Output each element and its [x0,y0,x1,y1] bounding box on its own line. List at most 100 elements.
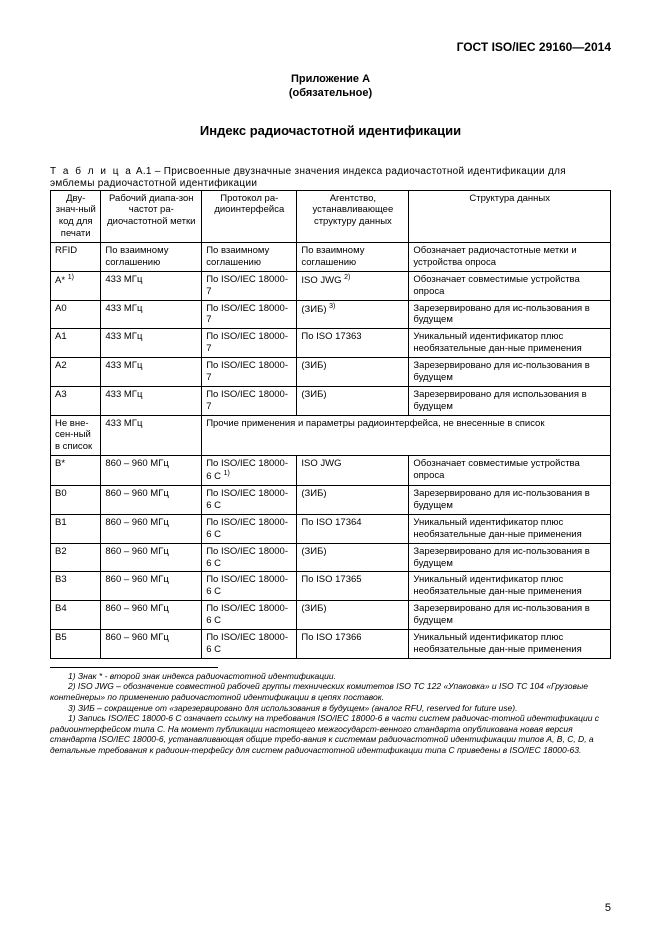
cell-protocol: По взаимному соглашению [202,243,297,272]
table-row: A3433 МГцПо ISO/IEC 18000-7(ЗИБ)Зарезерв… [51,386,611,415]
cell-freq: 860 – 960 МГц [101,601,202,630]
table-row: RFIDПо взаимному соглашениюПо взаимному … [51,243,611,272]
table-row: B3860 – 960 МГцПо ISO/IEC 18000-6 CПо IS… [51,572,611,601]
table-caption-prefix: Т а б л и ц а [50,166,133,177]
table-row: B4860 – 960 МГцПо ISO/IEC 18000-6 C(ЗИБ)… [51,601,611,630]
cell-structure: Зарезервировано для ис-пользования в буд… [409,300,611,329]
table-row: Не вне-сен-ный в список433 МГцПрочие при… [51,415,611,456]
cell-agency: ISO JWG [297,456,409,486]
cell-freq: 433 МГц [101,271,202,300]
table-caption: Т а б л и ц а А.1 – Присвоенные двузначн… [50,166,611,190]
cell-structure: Обозначает совместимые устройства опроса [409,456,611,486]
cell-agency: По взаимному соглашению [297,243,409,272]
header-freq: Рабочий диапа-зон частот ра-диочастотной… [101,190,202,243]
cell-protocol: По ISO/IEC 18000-6 C [202,572,297,601]
cell-code: B2 [51,543,101,572]
header-agency: Агентство, устанавливающее структуру дан… [297,190,409,243]
appendix-heading: Приложение А (обязательное) [50,72,611,101]
footnote-3: 3) ЗИБ – сокращение от «зарезервировано … [50,703,611,714]
footnotes: 1) Знак * - второй знак индекса радиочас… [50,671,611,756]
cell-agency: (ЗИБ) [297,386,409,415]
table-row: A0433 МГцПо ISO/IEC 18000-7(ЗИБ) 3)Зарез… [51,300,611,329]
cell-structure: Зарезервировано для ис-пользования в буд… [409,358,611,387]
cell-freq: 433 МГц [101,415,202,456]
cell-protocol: По ISO/IEC 18000-7 [202,358,297,387]
cell-code: B* [51,456,101,486]
cell-agency: По ISO 17363 [297,329,409,358]
footnote-2: 2) ISO JWG – обозначение совместной рабо… [50,681,611,702]
cell-structure: Уникальный идентификатор плюс необязател… [409,629,611,658]
table-row: A* 1)433 МГцПо ISO/IEC 18000-7 ISO JWG 2… [51,271,611,300]
cell-freq: 860 – 960 МГц [101,543,202,572]
cell-code: A0 [51,300,101,329]
table-row: A2433 МГцПо ISO/IEC 18000-7(ЗИБ)Зарезерв… [51,358,611,387]
cell-freq: По взаимному соглашению [101,243,202,272]
cell-structure: Зарезервировано для ис-пользования в буд… [409,543,611,572]
cell-structure: Зарезервировано для ис-пользования в буд… [409,601,611,630]
cell-protocol: По ISO/IEC 18000-6 C [202,629,297,658]
cell-code: B0 [51,486,101,515]
footnote-4: 1) Запись ISO/IEC 18000-6 C означает ссы… [50,713,611,756]
table-row: B0860 – 960 МГцПо ISO/IEC 18000-6 C(ЗИБ)… [51,486,611,515]
cell-protocol: По ISO/IEC 18000-6 C [202,543,297,572]
cell-freq: 433 МГц [101,329,202,358]
cell-protocol: По ISO/IEC 18000-7 [202,329,297,358]
cell-freq: 433 МГц [101,386,202,415]
cell-structure: Зарезервировано для использования в буду… [409,386,611,415]
table-header-row: Дву-знач-ный код для печати Рабочий диап… [51,190,611,243]
cell-span: Прочие применения и параметры радиоинтер… [202,415,611,456]
table-row: B1860 – 960 МГцПо ISO/IEC 18000-6 CПо IS… [51,514,611,543]
cell-code: B5 [51,629,101,658]
table-row: A1433 МГцПо ISO/IEC 18000-7По ISO 17363У… [51,329,611,358]
document-page: ГОСТ ISO/IEC 29160—2014 Приложение А (об… [0,0,661,936]
cell-freq: 860 – 960 МГц [101,572,202,601]
cell-code: B1 [51,514,101,543]
cell-agency: ISO JWG 2) [297,271,409,300]
cell-agency: (ЗИБ) 3) [297,300,409,329]
page-title: Индекс радиочастотной идентификации [50,123,611,138]
cell-protocol: По ISO/IEC 18000-6 C [202,601,297,630]
header-structure: Структура данных [409,190,611,243]
cell-structure: Обозначает радиочастотные метки и устрой… [409,243,611,272]
page-number: 5 [605,902,611,914]
cell-code: A2 [51,358,101,387]
cell-code: B3 [51,572,101,601]
appendix-line2: (обязательное) [289,87,372,99]
cell-code: Не вне-сен-ный в список [51,415,101,456]
cell-structure: Уникальный идентификатор плюс необязател… [409,572,611,601]
cell-freq: 860 – 960 МГц [101,486,202,515]
table-row: B*860 – 960 МГцПо ISO/IEC 18000-6 C 1)IS… [51,456,611,486]
cell-structure: Уникальный идентификатор плюс необязател… [409,329,611,358]
cell-structure: Уникальный идентификатор плюс необязател… [409,514,611,543]
cell-code: A1 [51,329,101,358]
cell-freq: 860 – 960 МГц [101,514,202,543]
table-row: B5860 – 960 МГцПо ISO/IEC 18000-6 CПо IS… [51,629,611,658]
cell-freq: 860 – 960 МГц [101,629,202,658]
cell-freq: 433 МГц [101,358,202,387]
document-id: ГОСТ ISO/IEC 29160—2014 [50,40,611,54]
header-code: Дву-знач-ный код для печати [51,190,101,243]
cell-structure: Зарезервировано для ис-пользования в буд… [409,486,611,515]
cell-code: A* 1) [51,271,101,300]
cell-protocol: По ISO/IEC 18000-6 C [202,486,297,515]
cell-protocol: По ISO/IEC 18000-7 [202,300,297,329]
cell-agency: (ЗИБ) [297,358,409,387]
cell-agency: (ЗИБ) [297,486,409,515]
cell-code: RFID [51,243,101,272]
cell-code: B4 [51,601,101,630]
cell-freq: 433 МГц [101,300,202,329]
footnotes-rule [50,667,218,668]
appendix-line1: Приложение А [291,73,370,85]
cell-protocol: По ISO/IEC 18000-6 C [202,514,297,543]
cell-protocol: По ISO/IEC 18000-7 [202,386,297,415]
cell-structure: Обозначает совместимые устройства опроса [409,271,611,300]
cell-agency: (ЗИБ) [297,601,409,630]
cell-agency: (ЗИБ) [297,543,409,572]
header-protocol: Протокол ра-диоинтерфейса [202,190,297,243]
cell-agency: По ISO 17365 [297,572,409,601]
cell-protocol: По ISO/IEC 18000-6 C 1) [202,456,297,486]
table-row: B2860 – 960 МГцПо ISO/IEC 18000-6 C(ЗИБ)… [51,543,611,572]
footnote-1: 1) Знак * - второй знак индекса радиочас… [50,671,611,682]
cell-code: A3 [51,386,101,415]
cell-protocol: По ISO/IEC 18000-7 [202,271,297,300]
